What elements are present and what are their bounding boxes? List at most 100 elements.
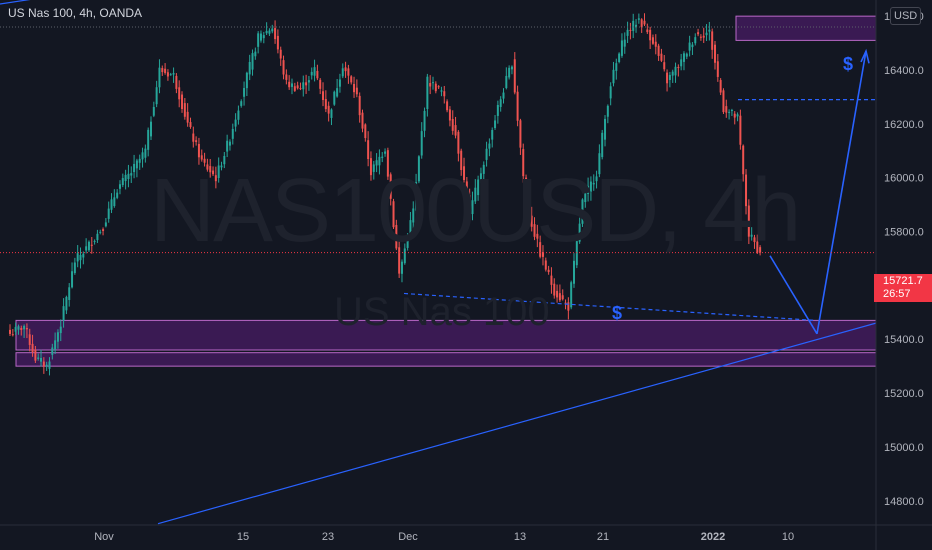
- candle-body: [674, 66, 677, 76]
- candle-body: [412, 208, 415, 223]
- candle-body: [499, 99, 502, 107]
- candle-body: [369, 158, 372, 176]
- candle-body: [257, 33, 260, 47]
- x-tick-label: 2022: [701, 531, 725, 543]
- chart-title[interactable]: US Nas 100, 4h, OANDA: [8, 6, 143, 20]
- candle-body: [406, 239, 409, 248]
- candle-body: [677, 67, 680, 69]
- candle-body: [127, 173, 130, 180]
- candle-body: [42, 361, 45, 367]
- candle-body: [742, 145, 745, 175]
- candle-body: [426, 76, 429, 110]
- candle-body: [62, 306, 65, 321]
- candle-body: [663, 62, 666, 70]
- candle-body: [161, 68, 164, 73]
- candle-body: [716, 61, 719, 77]
- candle-body: [285, 74, 288, 80]
- candle-body: [51, 347, 54, 355]
- candle-body: [573, 260, 575, 284]
- candle-body: [482, 164, 485, 174]
- candle-body: [237, 110, 240, 120]
- candle-body: [262, 35, 265, 39]
- candle-body: [48, 361, 51, 369]
- candle-body: [288, 81, 291, 88]
- candle-body: [319, 79, 322, 89]
- candle-body: [699, 36, 702, 38]
- candle-body: [643, 20, 646, 25]
- candle-body: [228, 141, 231, 146]
- candle-body: [448, 109, 451, 121]
- candle-body: [443, 91, 446, 97]
- candle-body: [395, 225, 398, 249]
- candle-body: [254, 51, 257, 57]
- candle-body: [338, 79, 341, 87]
- candle-body: [212, 170, 215, 175]
- currency-button[interactable]: USD: [890, 7, 922, 25]
- candle-body: [178, 87, 181, 100]
- candle-body: [245, 72, 248, 89]
- candle-body: [618, 53, 621, 63]
- candle-body: [457, 131, 460, 154]
- candle-body: [747, 205, 750, 237]
- candle-body: [367, 140, 370, 160]
- candle-body: [104, 222, 107, 227]
- candle-body: [240, 101, 243, 106]
- support-dashed-line: [403, 292, 816, 321]
- candle-body: [488, 143, 491, 149]
- candle-body: [353, 83, 356, 93]
- candle-body: [31, 343, 34, 353]
- candle-body: [420, 131, 423, 156]
- candle-body: [629, 29, 632, 31]
- candle-body: [739, 115, 742, 145]
- candle-body: [102, 229, 105, 231]
- x-tick-label: Dec: [398, 531, 418, 543]
- candle-body: [336, 88, 339, 97]
- candle-body: [527, 203, 530, 217]
- candle-body: [293, 86, 296, 91]
- description-watermark: US Nas 100: [334, 290, 550, 334]
- candle-body: [434, 83, 437, 92]
- candle-body: [606, 105, 609, 117]
- candle-body: [54, 340, 57, 350]
- candle-body: [214, 175, 217, 182]
- candle-body: [592, 182, 595, 185]
- candle-body: [725, 106, 728, 113]
- bar-countdown: 26:57: [883, 288, 911, 300]
- candle-body: [274, 28, 277, 40]
- candle-body: [578, 223, 581, 242]
- y-tick-label: 15000.0: [884, 442, 924, 454]
- candle-body: [753, 237, 756, 243]
- candle-body: [310, 71, 313, 76]
- candle-body: [530, 215, 533, 227]
- projection-line-down: [769, 255, 818, 335]
- candle-body: [584, 192, 587, 203]
- projection-line-up: [816, 51, 867, 334]
- candle-body: [510, 66, 513, 70]
- candle-body: [544, 260, 547, 270]
- candle-body: [494, 120, 497, 129]
- candle-body: [59, 326, 62, 334]
- candle-body: [474, 187, 477, 202]
- candle-body: [71, 271, 74, 288]
- y-tick-label: 15800.0: [884, 227, 924, 239]
- candle-body: [307, 80, 310, 83]
- candle-body: [654, 41, 657, 47]
- candle-body: [660, 53, 663, 61]
- candle-body: [409, 220, 412, 235]
- candle-body: [175, 75, 178, 89]
- candle-body: [166, 72, 169, 77]
- candle-body: [415, 182, 418, 211]
- candle-body: [496, 104, 499, 116]
- candle-body: [344, 67, 347, 72]
- candles: [9, 13, 762, 376]
- candle-body: [333, 91, 336, 105]
- candle-body: [485, 148, 488, 160]
- candle-body: [601, 132, 604, 158]
- candle-body: [135, 160, 138, 169]
- candle-body: [350, 76, 353, 83]
- candle-body: [437, 86, 440, 88]
- candle-body: [516, 91, 519, 121]
- candle-body: [468, 195, 471, 211]
- candle-body: [733, 113, 736, 118]
